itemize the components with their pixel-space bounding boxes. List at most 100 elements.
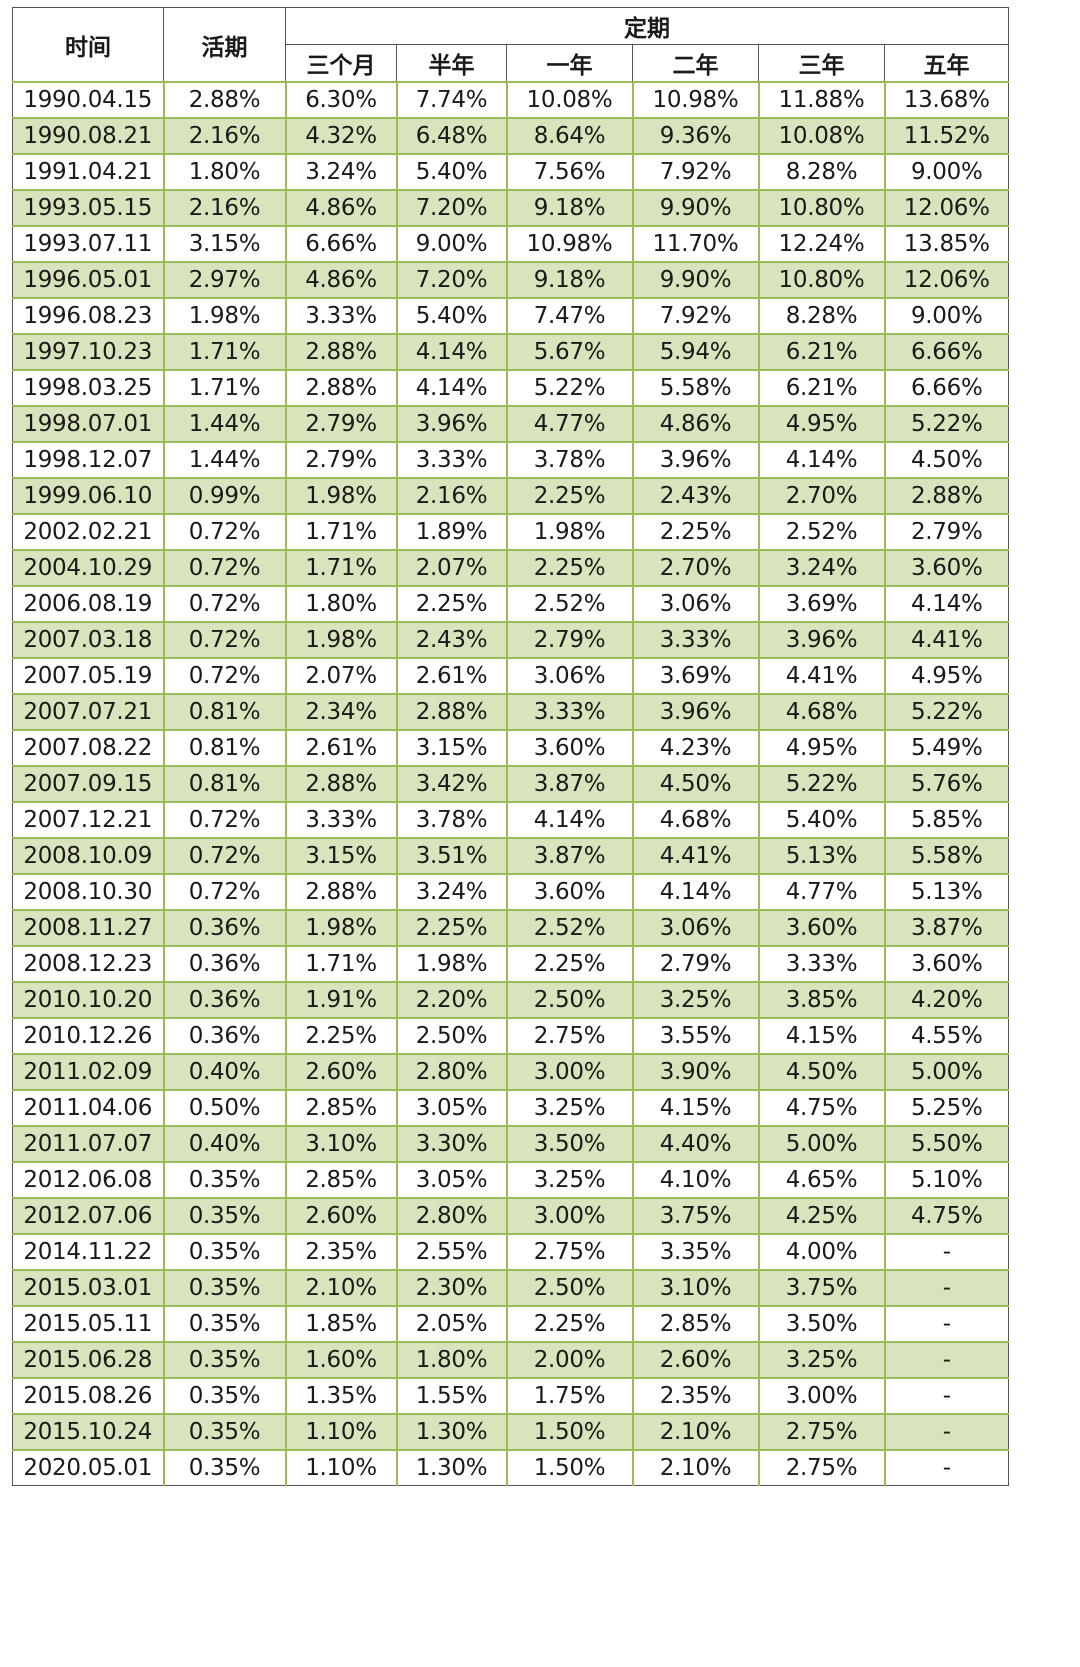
cell-date: 2010.12.26 — [12, 1017, 165, 1055]
cell-6-months: 3.96% — [395, 405, 508, 443]
cell-3-months: 2.60% — [284, 1197, 398, 1235]
cell-6-months: 2.05% — [395, 1305, 508, 1343]
cell-5-years: 5.85% — [883, 801, 1009, 839]
cell-date: 2004.10.29 — [12, 549, 165, 587]
table-row: 2011.07.07 0.40% 3.10% 3.30% 3.50% 4.40% 5.00%… — [12, 1125, 1009, 1163]
table-row: 1993.05.15 2.16% 4.86% 7.20% 9.18% 9.90% 10.80… — [12, 189, 1009, 227]
cell-1-year: 3.78% — [505, 441, 634, 479]
cell-demand: 0.35% — [162, 1269, 287, 1307]
cell-3-months: 3.33% — [284, 801, 398, 839]
table-row: 2020.05.01 0.35% 1.10% 1.30% 1.50% 2.10% 2.75%… — [12, 1449, 1009, 1486]
cell-3-months: 2.10% — [284, 1269, 398, 1307]
cell-demand: 0.35% — [162, 1413, 287, 1451]
cell-2-years: 2.85% — [631, 1305, 760, 1343]
cell-5-years: - — [883, 1413, 1009, 1451]
cell-3-months: 1.98% — [284, 621, 398, 659]
cell-3-years: 2.75% — [757, 1413, 886, 1451]
table-row: 1996.05.01 2.97% 4.86% 7.20% 9.18% 9.90% 10.80… — [12, 261, 1009, 299]
cell-3-years: 12.24% — [757, 225, 886, 263]
cell-5-years: - — [883, 1233, 1009, 1271]
cell-3-years: 3.33% — [757, 945, 886, 983]
cell-5-years: 5.25% — [883, 1089, 1009, 1127]
cell-3-years: 4.00% — [757, 1233, 886, 1271]
cell-demand: 0.72% — [162, 513, 287, 551]
cell-6-months: 5.40% — [395, 153, 508, 191]
cell-3-years: 4.95% — [757, 729, 886, 767]
table-row: 2015.10.24 0.35% 1.10% 1.30% 1.50% 2.10% 2.75%… — [12, 1413, 1009, 1451]
cell-2-years: 3.06% — [631, 909, 760, 947]
cell-3-months: 1.60% — [284, 1341, 398, 1379]
cell-5-years: 5.49% — [883, 729, 1009, 767]
table-row: 2008.12.23 0.36% 1.71% 1.98% 2.25% 2.79% 3.33%… — [12, 945, 1009, 983]
cell-3-years: 2.70% — [757, 477, 886, 515]
cell-demand: 1.71% — [162, 369, 287, 407]
cell-3-months: 3.10% — [284, 1125, 398, 1163]
cell-1-year: 3.87% — [505, 765, 634, 803]
cell-1-year: 3.06% — [505, 657, 634, 695]
cell-1-year: 7.56% — [505, 153, 634, 191]
table-row: 1996.08.23 1.98% 3.33% 5.40% 7.47% 7.92% 8.28%… — [12, 297, 1009, 335]
cell-date: 1996.08.23 — [12, 297, 165, 335]
cell-5-years: 4.41% — [883, 621, 1009, 659]
cell-2-years: 4.15% — [631, 1089, 760, 1127]
cell-demand: 0.36% — [162, 981, 287, 1019]
cell-6-months: 7.20% — [395, 261, 508, 299]
cell-demand: 0.72% — [162, 837, 287, 875]
cell-1-year: 2.25% — [505, 1305, 634, 1343]
cell-1-year: 2.52% — [505, 585, 634, 623]
table-row: 2008.10.09 0.72% 3.15% 3.51% 3.87% 4.41% 5.13%… — [12, 837, 1009, 875]
cell-1-year: 2.79% — [505, 621, 634, 659]
cell-2-years: 4.41% — [631, 837, 760, 875]
header-5-years: 五年 — [884, 44, 1009, 83]
cell-3-years: 4.14% — [757, 441, 886, 479]
cell-5-years: 5.50% — [883, 1125, 1009, 1163]
cell-1-year: 2.52% — [505, 909, 634, 947]
cell-1-year: 9.18% — [505, 189, 634, 227]
cell-3-months: 4.86% — [284, 261, 398, 299]
cell-3-years: 4.50% — [757, 1053, 886, 1091]
cell-3-months: 2.34% — [284, 693, 398, 731]
cell-demand: 2.88% — [162, 81, 287, 119]
cell-date: 2008.10.09 — [12, 837, 165, 875]
cut-off-title — [0, 0, 1080, 6]
cell-5-years: 4.20% — [883, 981, 1009, 1019]
table-row: 2011.04.06 0.50% 2.85% 3.05% 3.25% 4.15% 4.75%… — [12, 1089, 1009, 1127]
table-row: 2012.06.08 0.35% 2.85% 3.05% 3.25% 4.10% 4.65%… — [12, 1161, 1009, 1199]
cell-5-years: 4.50% — [883, 441, 1009, 479]
cell-5-years: 3.60% — [883, 945, 1009, 983]
cell-1-year: 4.14% — [505, 801, 634, 839]
cell-date: 1998.12.07 — [12, 441, 165, 479]
cell-date: 1997.10.23 — [12, 333, 165, 371]
cell-6-months: 2.80% — [395, 1053, 508, 1091]
cell-demand: 0.72% — [162, 585, 287, 623]
cell-demand: 2.16% — [162, 117, 287, 155]
cell-1-year: 2.50% — [505, 981, 634, 1019]
cell-5-years: 4.55% — [883, 1017, 1009, 1055]
cell-3-months: 6.66% — [284, 225, 398, 263]
cell-6-months: 3.33% — [395, 441, 508, 479]
cell-demand: 0.72% — [162, 621, 287, 659]
cell-6-months: 2.61% — [395, 657, 508, 695]
cell-3-years: 3.85% — [757, 981, 886, 1019]
cell-5-years: 13.68% — [883, 81, 1009, 119]
cell-2-years: 3.96% — [631, 441, 760, 479]
cell-3-years: 4.41% — [757, 657, 886, 695]
cell-6-months: 1.30% — [395, 1449, 508, 1486]
cell-demand: 0.72% — [162, 801, 287, 839]
table-row: 1991.04.21 1.80% 3.24% 5.40% 7.56% 7.92% 8.28%… — [12, 153, 1009, 191]
cell-date: 1999.06.10 — [12, 477, 165, 515]
cell-6-months: 3.30% — [395, 1125, 508, 1163]
cell-2-years: 4.23% — [631, 729, 760, 767]
cell-5-years: - — [883, 1377, 1009, 1415]
cell-5-years: - — [883, 1341, 1009, 1379]
cell-1-year: 1.98% — [505, 513, 634, 551]
cell-demand: 0.81% — [162, 765, 287, 803]
cell-6-months: 4.14% — [395, 369, 508, 407]
cell-1-year: 1.50% — [505, 1413, 634, 1451]
table-body: 1990.04.15 2.88% 6.30% 7.74% 10.08% 10.98% 11.… — [12, 81, 1009, 1486]
cell-2-years: 10.98% — [631, 81, 760, 119]
cell-6-months: 2.25% — [395, 909, 508, 947]
header-demand: 活期 — [163, 7, 286, 83]
cell-3-years: 4.15% — [757, 1017, 886, 1055]
cell-6-months: 2.20% — [395, 981, 508, 1019]
